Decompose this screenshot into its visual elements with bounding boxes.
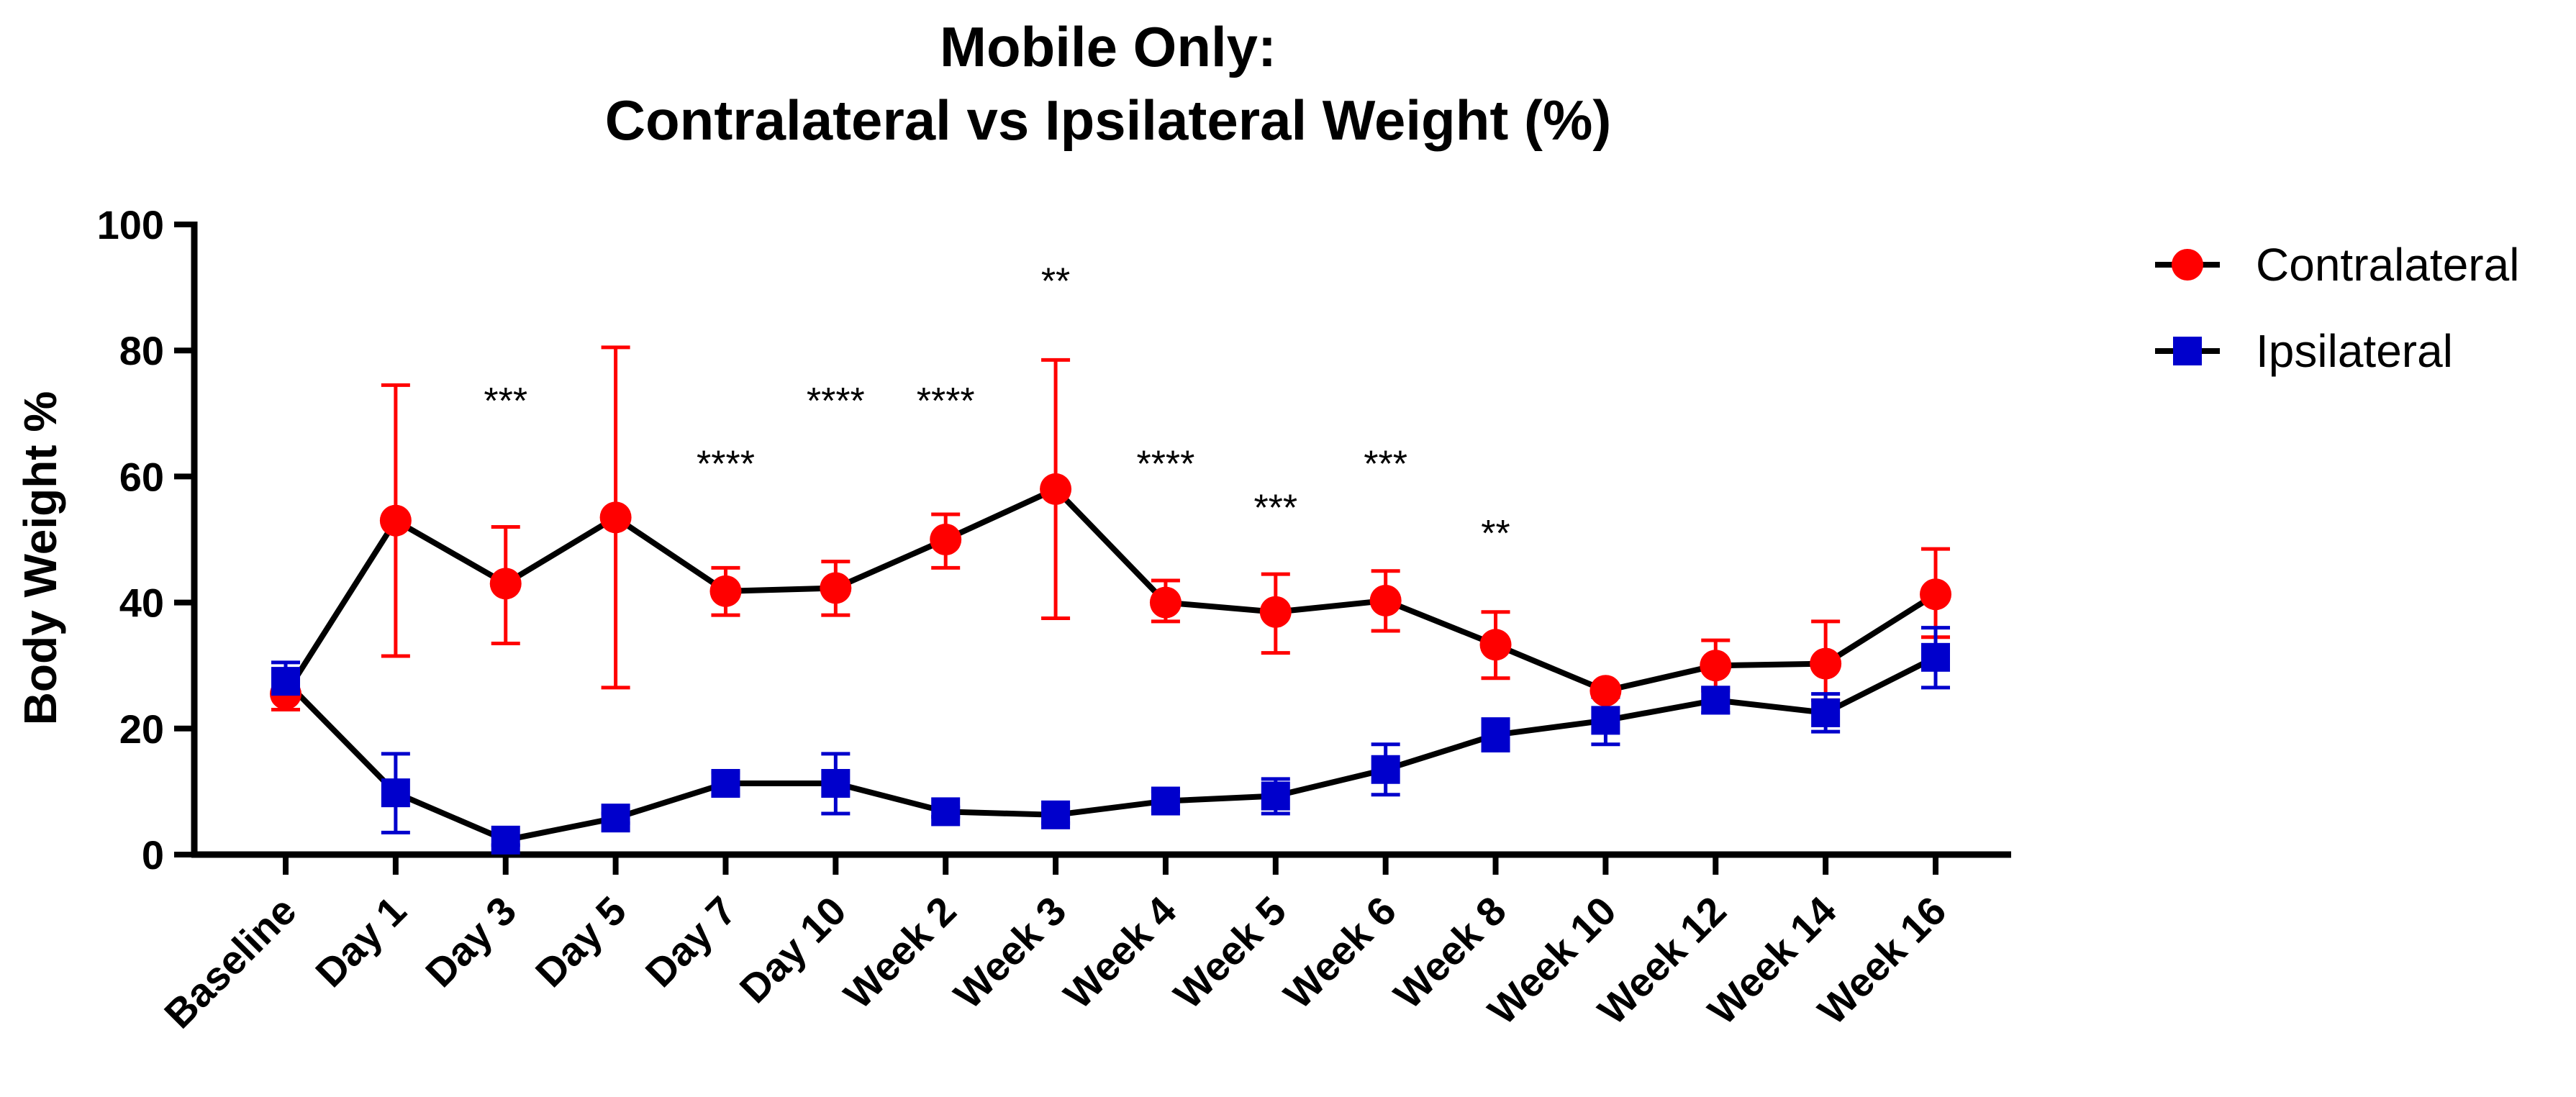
significance-annotation: ****: [697, 443, 755, 485]
data-point-contralateral: [1920, 578, 1951, 611]
legend-marker-ipsilateral: [2173, 337, 2202, 365]
y-tick-label: 0: [142, 832, 164, 878]
legend-label-ipsilateral: Ipsilateral: [2256, 325, 2453, 377]
legend-marker-contralateral: [2172, 249, 2203, 281]
data-point-ipsilateral: [931, 797, 961, 827]
data-point-ipsilateral: [821, 769, 851, 798]
x-tick-label: Day 10: [731, 888, 855, 1011]
data-point-ipsilateral: [1371, 755, 1400, 784]
plot-area: 0 20 40 60 80 100 Baseline Day 1 Day 3 Day 5 Day 7…: [97, 202, 2011, 1037]
data-point-contralateral: [820, 572, 852, 604]
significance-annotation: ***: [484, 381, 527, 422]
data-point-ipsilateral: [491, 825, 520, 855]
y-tick-label: 80: [119, 328, 164, 373]
legend: Contralateral Ipsilateral: [2155, 239, 2519, 377]
significance-annotation: ****: [1136, 443, 1194, 485]
y-axis-label: Body Weight %: [14, 391, 66, 726]
data-point-contralateral: [1589, 675, 1622, 707]
x-tick-label: Day 7: [637, 888, 745, 996]
series-line-ipsilateral: [284, 655, 1937, 843]
data-point-contralateral: [599, 501, 632, 534]
data-point-ipsilateral: [1261, 781, 1290, 811]
data-point-ipsilateral: [711, 769, 740, 798]
data-point-ipsilateral: [1701, 686, 1731, 715]
data-point-ipsilateral: [1481, 720, 1510, 750]
x-tick-label: Week 3: [945, 888, 1074, 1017]
data-point-ipsilateral: [1811, 698, 1841, 727]
x-tick-label: Baseline: [155, 888, 304, 1037]
significance-annotation: ***: [1364, 443, 1407, 485]
y-tick-label: 20: [119, 706, 164, 752]
data-point-contralateral: [709, 575, 742, 607]
data-point-ipsilateral: [1921, 642, 1950, 672]
data-point-contralateral: [1149, 586, 1182, 619]
x-tick-label: Week 5: [1165, 888, 1294, 1017]
x-tick-label: Week 2: [835, 888, 964, 1017]
data-point-contralateral: [1369, 584, 1402, 616]
significance-annotation: **: [1041, 260, 1070, 302]
y-tick-label: 40: [119, 581, 164, 626]
x-tick-label: Day 1: [307, 888, 414, 996]
data-point-ipsilateral: [271, 667, 300, 696]
data-point-ipsilateral: [381, 778, 410, 808]
data-point-ipsilateral: [1151, 786, 1180, 816]
significance-annotation: ****: [807, 381, 865, 422]
x-tick-label: Day 5: [527, 888, 635, 996]
series-line-contralateral: [283, 486, 1938, 696]
data-point-ipsilateral: [601, 804, 630, 833]
data-point-contralateral: [489, 568, 522, 600]
data-point-contralateral: [1259, 596, 1292, 628]
data-point-contralateral: [1479, 629, 1512, 661]
x-tick-label: Week 6: [1275, 888, 1405, 1017]
data-point-contralateral: [1700, 650, 1732, 682]
data-point-contralateral: [930, 524, 962, 555]
legend-label-contralateral: Contralateral: [2256, 239, 2519, 291]
significance-annotation: ****: [917, 381, 975, 422]
data-point-contralateral: [1040, 473, 1072, 505]
chart-title-line-2: Contralateral vs Ipsilateral Weight (%): [605, 88, 1612, 152]
data-point-ipsilateral: [1041, 800, 1071, 829]
x-tick-label: Day 3: [417, 888, 525, 996]
y-tick-label: 60: [119, 454, 164, 499]
chart-title-line-1: Mobile Only:: [940, 15, 1276, 78]
data-point-ipsilateral: [1591, 706, 1620, 735]
significance-annotation: **: [1481, 513, 1510, 555]
x-tick-label: Week 4: [1055, 888, 1184, 1017]
y-tick-label: 100: [97, 202, 164, 247]
data-point-contralateral: [1810, 647, 1842, 680]
significance-annotation: ***: [1253, 488, 1297, 529]
data-point-contralateral: [379, 504, 412, 537]
